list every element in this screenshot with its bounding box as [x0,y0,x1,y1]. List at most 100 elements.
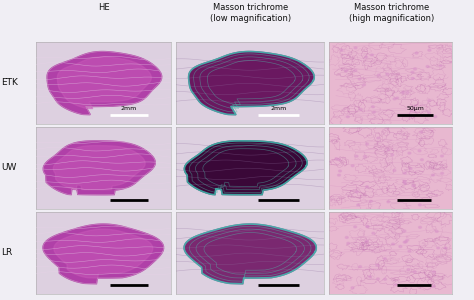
Circle shape [403,172,406,174]
Circle shape [359,266,362,268]
Circle shape [358,78,361,80]
Circle shape [411,77,414,80]
Circle shape [354,70,357,71]
Circle shape [440,155,444,157]
Circle shape [377,74,380,76]
Circle shape [337,174,340,176]
Circle shape [357,204,360,206]
Circle shape [376,264,379,266]
Circle shape [396,97,399,99]
Circle shape [408,152,411,154]
Circle shape [404,241,408,243]
Circle shape [410,115,413,117]
Circle shape [345,70,347,72]
Circle shape [401,92,404,93]
Circle shape [387,201,390,203]
Circle shape [363,84,365,86]
Circle shape [365,240,368,242]
Polygon shape [54,229,153,278]
Circle shape [392,243,394,245]
Circle shape [393,98,396,100]
Polygon shape [47,52,162,115]
Circle shape [403,182,407,184]
Circle shape [406,92,409,94]
Circle shape [403,230,406,232]
Circle shape [386,73,389,75]
Circle shape [428,49,431,51]
Circle shape [338,170,341,172]
Text: 50μm: 50μm [406,106,424,111]
Circle shape [377,137,380,139]
Circle shape [444,247,447,249]
Circle shape [419,131,423,133]
Circle shape [376,278,379,280]
Circle shape [437,247,440,249]
Circle shape [351,165,354,167]
Circle shape [391,154,394,156]
Circle shape [409,168,412,170]
Circle shape [432,286,435,287]
Circle shape [428,112,430,114]
Circle shape [337,159,340,161]
Circle shape [399,246,402,248]
Circle shape [431,174,434,176]
Circle shape [371,54,374,56]
Text: HE: HE [98,3,109,12]
Circle shape [372,106,374,108]
Text: 2mm: 2mm [121,106,137,111]
Circle shape [439,65,442,67]
Circle shape [419,226,421,228]
Circle shape [418,150,421,152]
Circle shape [414,68,417,70]
Polygon shape [43,141,155,195]
Circle shape [369,276,372,278]
Circle shape [403,241,406,243]
Polygon shape [54,146,145,190]
Circle shape [354,47,357,49]
Circle shape [407,268,410,271]
Circle shape [434,116,437,118]
Text: Masson trichrome
(high magnification): Masson trichrome (high magnification) [348,3,434,23]
Circle shape [393,169,396,172]
Circle shape [426,65,429,68]
Circle shape [394,284,398,286]
Circle shape [347,242,350,244]
Circle shape [372,232,375,234]
Circle shape [412,185,415,187]
Circle shape [354,226,356,228]
Circle shape [432,271,436,273]
Circle shape [383,278,387,280]
Polygon shape [184,224,316,284]
Circle shape [365,186,369,188]
Polygon shape [43,224,164,284]
Circle shape [413,271,416,273]
Circle shape [383,258,386,260]
Circle shape [346,116,349,118]
Circle shape [406,239,409,241]
Circle shape [420,159,423,161]
Text: Masson trichrome
(low magnification): Masson trichrome (low magnification) [210,3,292,23]
Circle shape [355,155,358,157]
Circle shape [366,226,369,228]
Polygon shape [57,57,151,109]
Circle shape [356,191,358,193]
Circle shape [340,49,343,51]
Circle shape [351,287,354,289]
Circle shape [387,149,390,151]
Circle shape [364,155,366,158]
Circle shape [435,230,438,232]
Circle shape [346,236,348,238]
Polygon shape [189,52,314,115]
Circle shape [369,200,373,202]
Circle shape [428,100,431,102]
Text: 2mm: 2mm [270,106,287,111]
Circle shape [415,52,418,54]
Text: UW: UW [1,163,16,172]
Circle shape [365,56,367,58]
Circle shape [408,250,411,252]
Circle shape [366,225,369,227]
Circle shape [419,204,421,206]
Circle shape [411,110,414,112]
Text: LR: LR [1,248,12,257]
Text: ETK: ETK [1,78,18,88]
